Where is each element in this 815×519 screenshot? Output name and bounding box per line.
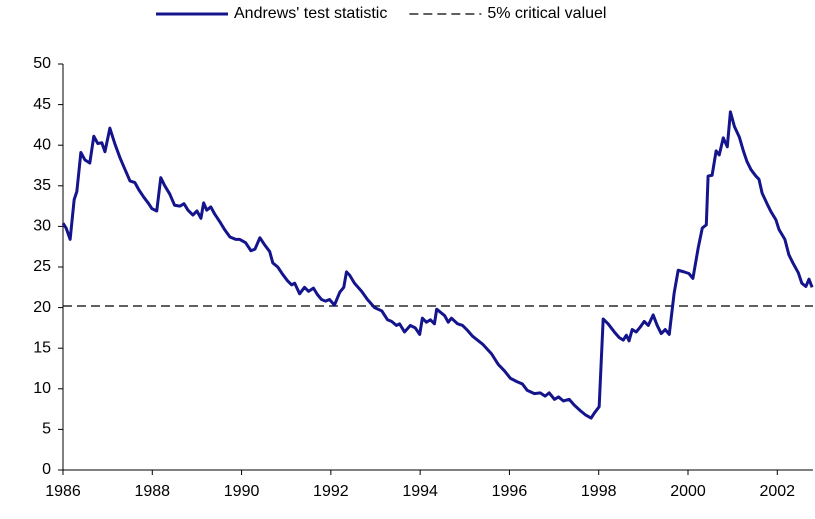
x-tick-label: 1988 bbox=[134, 483, 170, 500]
y-tick-label: 25 bbox=[33, 258, 51, 275]
y-tick-label: 45 bbox=[33, 96, 51, 113]
y-tick-label: 15 bbox=[33, 339, 51, 356]
y-tick-label: 40 bbox=[33, 136, 51, 153]
x-tick-label: 1998 bbox=[581, 483, 617, 500]
legend-label: Andrews' test statistic bbox=[234, 5, 387, 22]
x-tick-label: 2002 bbox=[759, 483, 795, 500]
series-line bbox=[61, 110, 814, 420]
y-tick-label: 10 bbox=[33, 380, 51, 397]
x-tick-label: 1986 bbox=[45, 483, 81, 500]
x-tick-label: 1990 bbox=[224, 483, 260, 500]
y-tick-label: 30 bbox=[33, 218, 51, 235]
y-tick-label: 5 bbox=[42, 421, 51, 438]
y-tick-label: 0 bbox=[42, 461, 51, 478]
x-tick-label: 2000 bbox=[670, 483, 706, 500]
y-tick-label: 50 bbox=[33, 55, 51, 72]
x-tick-label: 1996 bbox=[492, 483, 528, 500]
legend-label: 5% critical valuel bbox=[487, 5, 606, 22]
y-tick-label: 20 bbox=[33, 299, 51, 316]
x-tick-label: 1992 bbox=[313, 483, 349, 500]
y-tick-label: 35 bbox=[33, 177, 51, 194]
x-tick-label: 1994 bbox=[402, 483, 438, 500]
